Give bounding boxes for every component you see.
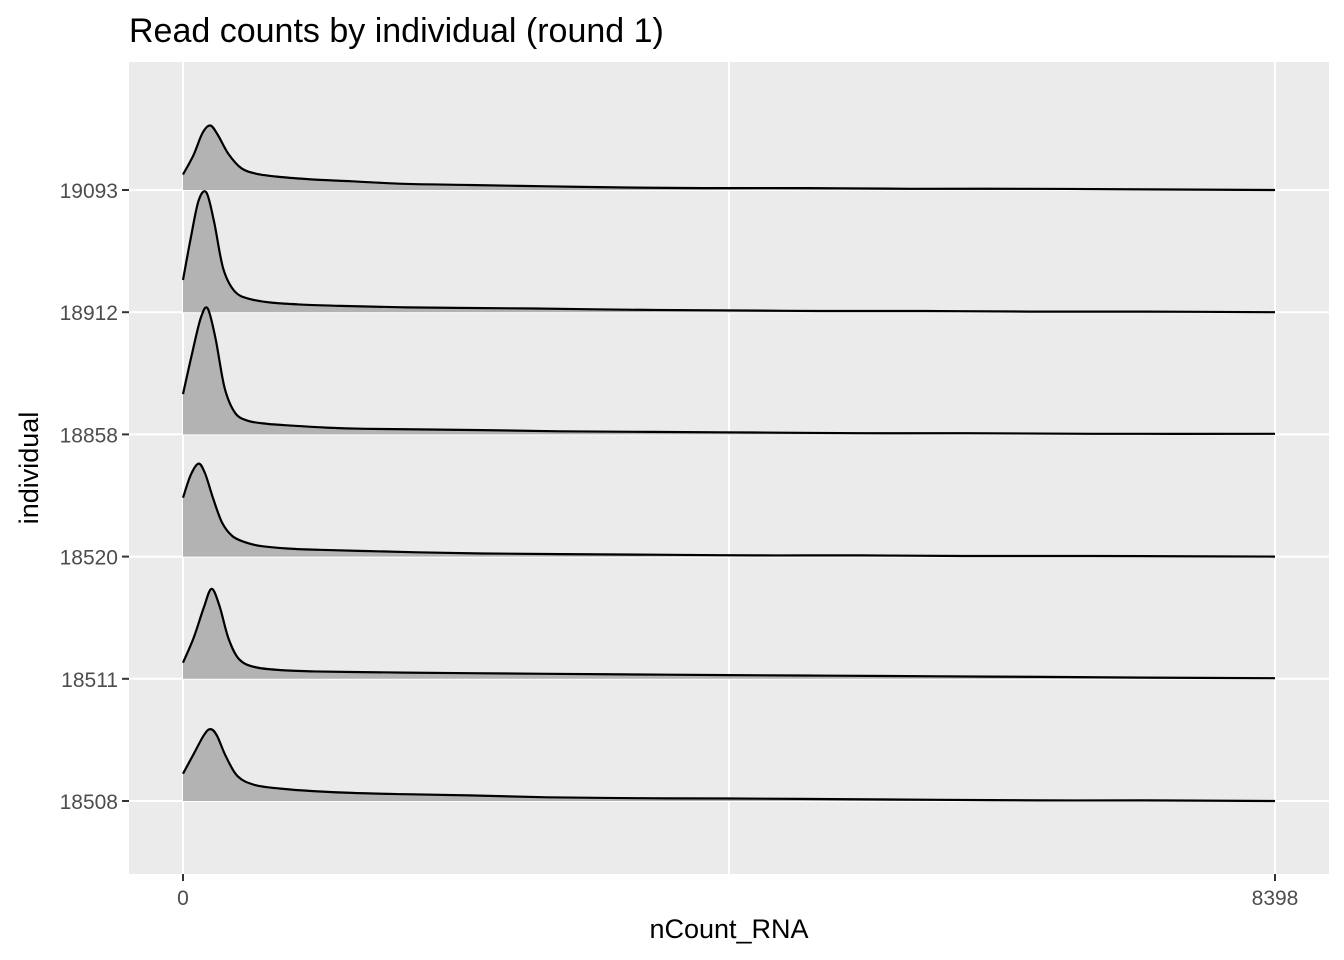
ridge-18858	[181, 306, 1276, 435]
y-tick-label-19093: 19093	[60, 180, 118, 203]
ridge-18912	[181, 190, 1276, 314]
ridge-fill-19093	[183, 125, 1275, 190]
ridge-fill-18508	[183, 729, 1275, 801]
ridge-line-18858	[181, 306, 1276, 435]
y-tick-label-18511: 18511	[61, 669, 118, 692]
x-axis-title: nCount_RNA	[649, 914, 808, 944]
x-tick-label-8398: 8398	[1252, 887, 1299, 910]
x-tick-label-0: 0	[177, 887, 189, 910]
ridge-line-19093	[182, 124, 1276, 192]
y-tick-label-18912: 18912	[60, 302, 118, 325]
ridge-line-18520	[181, 462, 1276, 558]
y-tick-label-18858: 18858	[60, 424, 118, 447]
y-tick-label-18508: 18508	[60, 791, 118, 814]
x-axis: 0 8398	[177, 874, 1298, 910]
ridge-18520	[181, 462, 1276, 558]
y-axis: 18508 18511 18520 18858 18912 19093	[60, 180, 129, 814]
density-ridges	[181, 124, 1276, 803]
ridge-line-18912	[181, 190, 1276, 314]
ridge-18511	[181, 587, 1276, 680]
ridge-line-18511	[181, 587, 1276, 680]
chart-title: Read counts by individual (round 1)	[129, 12, 664, 50]
ridge-18508	[182, 728, 1276, 803]
y-tick-label-18520: 18520	[60, 547, 118, 570]
ridge-19093	[182, 124, 1276, 192]
y-axis-title: individual	[14, 412, 44, 525]
ridge-line-18508	[182, 728, 1276, 803]
